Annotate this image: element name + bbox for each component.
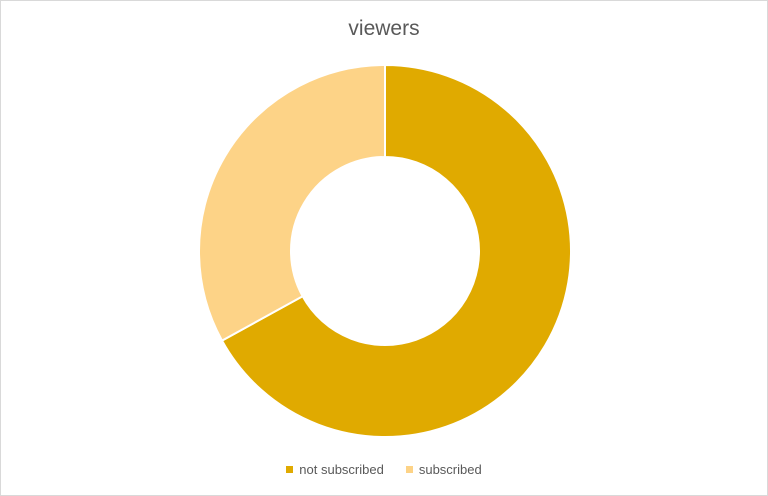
- slice-group: [198, 63, 572, 438]
- slice-not-subscribed: [220, 63, 572, 438]
- legend-item-subscribed: subscribed: [405, 462, 482, 477]
- legend-label-subscribed: subscribed: [418, 462, 482, 477]
- chart-title: viewers: [348, 17, 420, 40]
- legend: not subscribed subscribed: [1, 462, 767, 477]
- legend-swatch-not-subscribed: [286, 466, 294, 473]
- legend-swatch-subscribed: [405, 466, 413, 473]
- slice-subscribed: [198, 63, 386, 342]
- legend-label-not-subscribed: not subscribed: [299, 462, 384, 477]
- legend-item-not-subscribed: not subscribed: [286, 462, 384, 477]
